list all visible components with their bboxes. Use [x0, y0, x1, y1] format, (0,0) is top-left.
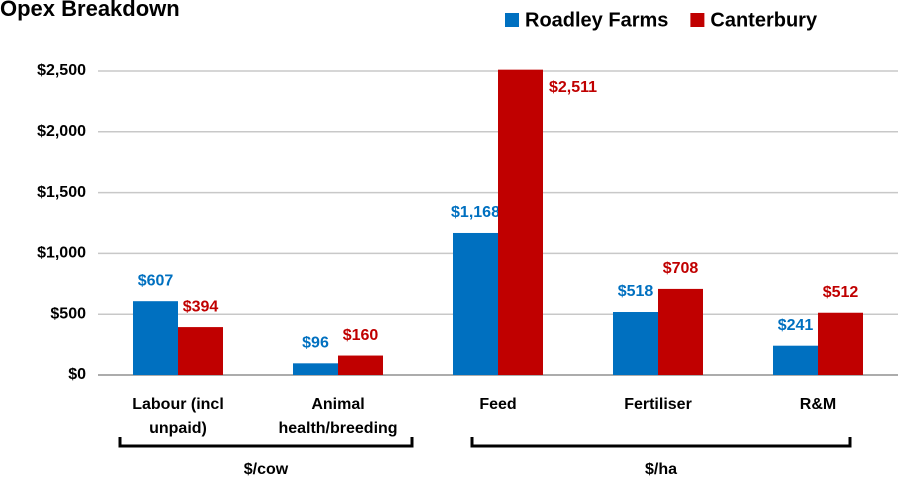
data-label: $96	[302, 335, 329, 352]
y-tick-label: $1,000	[37, 245, 86, 262]
x-tick-label-line: unpaid)	[149, 420, 207, 437]
bar	[453, 232, 498, 375]
y-tick-label: $2,000	[37, 123, 86, 140]
x-tick-label: Fertiliser	[624, 396, 692, 413]
data-label: $241	[778, 317, 814, 334]
data-label: $708	[663, 260, 699, 277]
legend-swatch	[505, 13, 519, 27]
data-label: $518	[618, 283, 654, 300]
bar	[293, 363, 338, 375]
bar	[498, 69, 543, 375]
x-tick-label-line: health/breeding	[278, 420, 397, 437]
x-tick-label: Labour (incl unpaid)	[132, 396, 224, 437]
y-tick-label: $0	[68, 366, 86, 383]
chart-title: Opex Breakdown	[0, 0, 180, 21]
legend-swatch	[690, 13, 705, 27]
bar	[133, 301, 178, 375]
legend-label: Canterbury	[710, 9, 818, 31]
data-label: $512	[823, 284, 859, 301]
data-label: $160	[343, 327, 379, 344]
x-tick-label: Feed	[479, 396, 516, 413]
data-label: $394	[183, 298, 219, 315]
bar	[178, 327, 223, 375]
y-tick-label: $1,500	[37, 184, 86, 201]
x-tick-label: Animal health/breeding	[278, 396, 397, 437]
data-label: $607	[138, 272, 174, 289]
bar	[338, 355, 383, 375]
legend-label: Roadley Farms	[525, 9, 668, 31]
x-tick-label-line: Labour (incl	[132, 396, 224, 413]
x-tick-label: R&M	[800, 396, 836, 413]
group-bracket	[118, 437, 414, 448]
data-label: $1,168	[451, 204, 500, 221]
group-bracket	[470, 437, 852, 448]
bar	[613, 312, 658, 375]
group-label: $/cow	[244, 461, 289, 478]
data-label: $2,511	[549, 79, 597, 96]
bar	[818, 312, 863, 375]
bar	[773, 345, 818, 375]
y-tick-label: $2,500	[37, 62, 86, 79]
x-tick-label-line: Animal	[311, 396, 364, 413]
bar	[658, 288, 703, 375]
y-tick-label: $500	[50, 305, 86, 322]
group-label: $/ha	[645, 461, 677, 478]
